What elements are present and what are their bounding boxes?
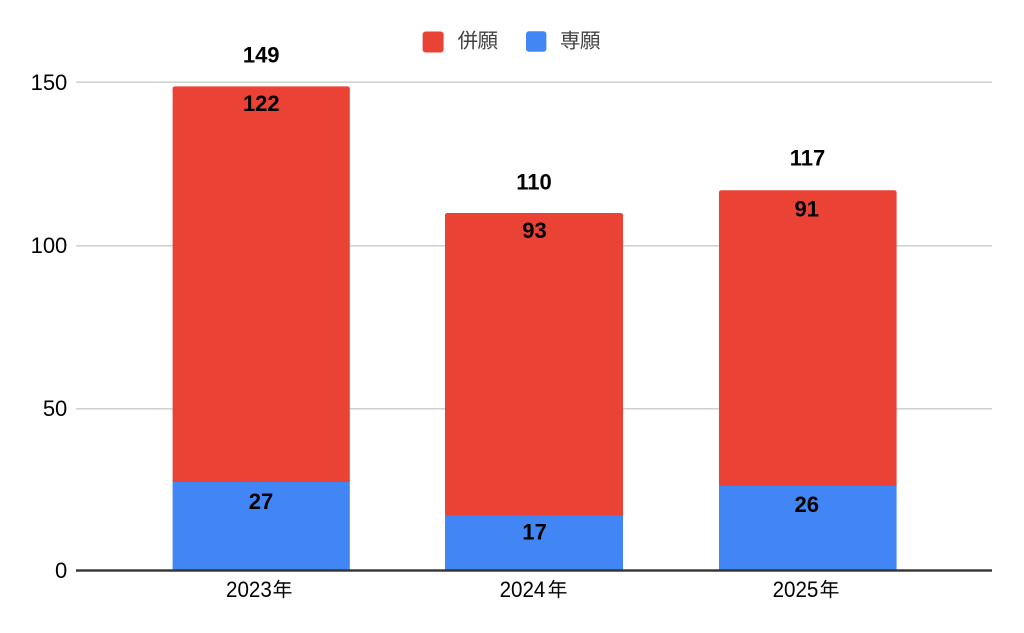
svg-text:2023: 2023 [226, 577, 272, 602]
svg-text:91: 91 [795, 197, 819, 222]
svg-text:149: 149 [243, 43, 280, 68]
svg-text:110: 110 [516, 169, 552, 194]
svg-text:27: 27 [249, 489, 273, 514]
svg-text:150: 150 [31, 70, 68, 95]
svg-text:17: 17 [522, 520, 546, 545]
svg-text:122: 122 [243, 91, 280, 116]
svg-text:93: 93 [522, 218, 546, 243]
svg-text:50: 50 [43, 396, 67, 421]
svg-text:0: 0 [55, 558, 67, 583]
svg-text:2024: 2024 [500, 577, 546, 602]
svg-text:2025: 2025 [773, 577, 819, 602]
svg-text:117: 117 [790, 146, 826, 171]
svg-text:100: 100 [31, 233, 68, 258]
svg-text:26: 26 [795, 492, 819, 517]
